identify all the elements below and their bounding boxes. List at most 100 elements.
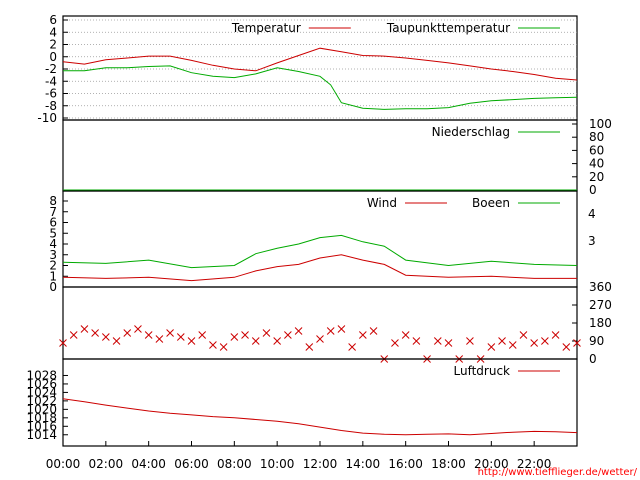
y-tick-label: 270: [589, 298, 612, 312]
wind-direction-point: [187, 337, 196, 345]
y-tick-label: 8: [49, 194, 57, 208]
x-tick-label: 12:00: [303, 457, 338, 471]
y-tick-label: 0: [49, 280, 57, 294]
y-tick-label: 1014: [26, 428, 57, 442]
wind-direction-point: [369, 327, 378, 335]
wind-direction-point: [155, 335, 164, 343]
y-tick-label: 5: [49, 226, 57, 240]
legend-label: Niederschlag: [432, 125, 510, 139]
wind-direction-point: [209, 341, 217, 349]
wind-direction-point: [69, 331, 78, 339]
y-tick-label: 1022: [26, 394, 57, 408]
wind-direction-point: [123, 329, 132, 337]
y-tick-label: 1018: [26, 411, 57, 425]
wind-direction-point: [80, 325, 89, 333]
footer-url: http://www.tiefflieger.de/wetter/: [478, 467, 638, 478]
wind-direction-point: [498, 337, 506, 345]
y-tick-label: 2: [49, 38, 57, 52]
y-tick-label: 4: [49, 237, 57, 251]
series-line-temperatur: [62, 47, 578, 81]
wind-direction-point: [198, 331, 207, 339]
wind-direction-point: [262, 329, 271, 337]
y-tick-label: 180: [589, 316, 612, 330]
x-tick-label: 20:00: [474, 457, 509, 471]
wind-direction-point: [230, 333, 239, 341]
series-line-taupunkttemperatur: [63, 65, 578, 110]
legend-label: Taupunkttemperatur: [386, 21, 510, 35]
legend-label: Boeen: [472, 196, 510, 210]
y-tick-label: -2: [45, 62, 57, 76]
y-tick-label: 1: [49, 269, 57, 283]
y-tick-label: -6: [45, 87, 57, 101]
y-tick-label: 20: [589, 170, 604, 184]
wind-direction-point: [176, 333, 185, 341]
wind-direction-point: [391, 339, 399, 347]
y-tick-label: 2: [49, 259, 57, 273]
wind-direction-point: [337, 325, 346, 333]
wind-direction-point: [219, 343, 228, 351]
wind-direction-point: [519, 331, 528, 339]
y-tick-label: 360: [589, 280, 612, 294]
wind-direction-point: [294, 327, 303, 335]
wind-direction-point: [326, 327, 335, 335]
y-tick-label: 0: [589, 183, 597, 197]
wind-direction-point: [541, 337, 549, 345]
wind-direction-point: [273, 337, 282, 345]
y-tick-label: 1020: [26, 402, 57, 416]
legend-label: Wind: [367, 196, 397, 210]
y-tick-label: 3: [49, 248, 57, 262]
series-line-luftdruck: [62, 398, 578, 436]
wind-direction-point: [305, 343, 314, 351]
y-tick-label: 80: [589, 130, 604, 144]
wind-direction-point: [59, 339, 67, 347]
y-tick-label: 6: [49, 13, 57, 27]
wind-direction-point: [444, 339, 453, 347]
wind-direction-point: [487, 343, 496, 351]
y-tick-label: 1028: [26, 368, 57, 382]
series-line-wind: [62, 254, 577, 282]
y-tick-label: 7: [49, 205, 57, 219]
legend-label: Temperatur: [231, 21, 301, 35]
wind-direction-point: [573, 339, 581, 347]
wind-direction-point: [166, 329, 174, 337]
y-tick-label: 90: [589, 334, 604, 348]
wind-direction-point: [348, 343, 356, 351]
wind-direction-point: [508, 341, 517, 349]
x-tick-label: 10:00: [260, 457, 295, 471]
y-tick-label: 1024: [26, 385, 57, 399]
wind-direction-point: [101, 333, 110, 341]
x-tick-label: 22:00: [517, 457, 552, 471]
wind-direction-point: [284, 331, 292, 339]
x-tick-label: 04:00: [131, 457, 166, 471]
y-tick-label: 1016: [26, 419, 57, 433]
wind-direction-point: [433, 337, 442, 345]
y-tick-label: -10: [37, 111, 57, 125]
wind-direction-point: [466, 337, 474, 345]
wind-direction-point: [316, 335, 324, 343]
wind-direction-point: [562, 343, 571, 351]
wind-direction-point: [112, 337, 121, 345]
wind-direction-point: [358, 331, 367, 339]
y-tick-label: -8: [45, 99, 57, 113]
wind-direction-point: [134, 325, 142, 333]
x-tick-label: 16:00: [388, 457, 423, 471]
y-tick-label: -4: [45, 74, 57, 88]
y-tick-label: 100: [589, 117, 612, 131]
y-tick-label: 0: [589, 352, 597, 366]
y-tick-label: 60: [589, 143, 604, 157]
y-tick-label: 0: [49, 50, 57, 64]
wind-direction-point: [551, 331, 560, 339]
right-tick-label: 4: [588, 207, 596, 221]
x-tick-label: 00:00: [46, 457, 81, 471]
wind-direction-point: [144, 331, 153, 339]
wind-direction-point: [412, 337, 421, 345]
legend-label: Luftdruck: [453, 364, 510, 378]
x-tick-label: 14:00: [346, 457, 381, 471]
x-tick-label: 02:00: [89, 457, 124, 471]
y-tick-label: 6: [49, 216, 57, 230]
wind-direction-point: [401, 331, 410, 339]
y-tick-label: 4: [49, 25, 57, 39]
series-line-boeen: [62, 234, 578, 269]
